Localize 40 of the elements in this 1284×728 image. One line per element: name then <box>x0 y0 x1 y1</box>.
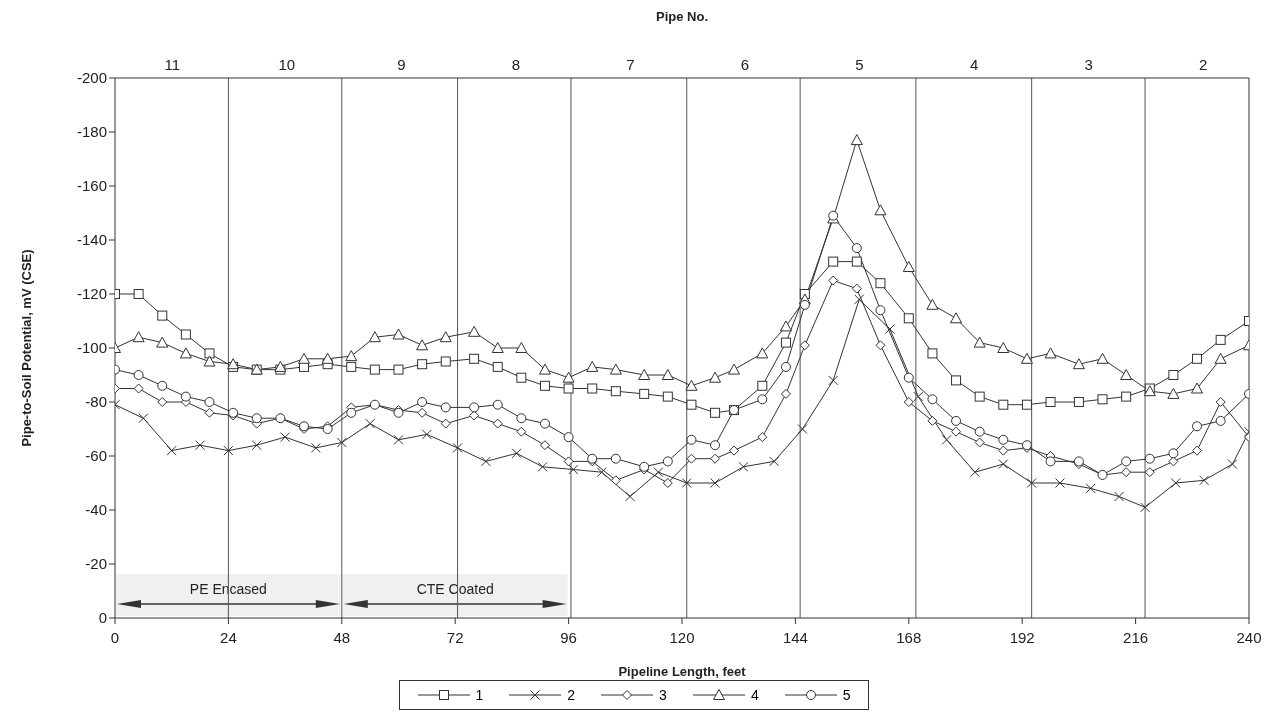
x2-tick-label: 6 <box>740 56 750 73</box>
y-tick-label: -100 <box>76 339 107 357</box>
y-tick-label: -180 <box>76 123 107 141</box>
y-tick-label: -40 <box>85 501 107 519</box>
x2-tick-label: 2 <box>1199 56 1208 73</box>
x2-tick-label: 10 <box>278 56 296 73</box>
y-tick-label: -120 <box>76 285 107 303</box>
x-axis-title: Pipeline Length, feet <box>618 664 747 679</box>
x-tick-label: 168 <box>896 628 922 646</box>
legend-label: 1 <box>475 687 484 703</box>
x-tick-label: 0 <box>110 628 120 646</box>
x-tick-label: 72 <box>446 628 464 646</box>
x-tick-label: 240 <box>1236 628 1262 646</box>
legend-label: 4 <box>750 687 759 703</box>
y-tick-label: -80 <box>85 393 107 411</box>
x-tick-label: 120 <box>669 628 695 646</box>
x2-tick-label: 4 <box>969 56 979 73</box>
y-tick-label: -200 <box>76 69 107 87</box>
y-tick-label: 0 <box>98 609 107 627</box>
y-tick-label: -20 <box>85 555 107 573</box>
y-tick-label: -60 <box>85 447 107 465</box>
x-tick-label: 48 <box>333 628 351 646</box>
x-tick-label: 216 <box>1123 628 1149 646</box>
legend-label: 3 <box>659 687 667 703</box>
y-axis-title: Pipe-to-Soil Potential, mV (CSE) <box>18 249 34 447</box>
x2-axis-title: Pipe No. <box>655 9 709 25</box>
x2-tick-label: 3 <box>1084 56 1093 73</box>
x2-tick-label: 7 <box>626 56 635 73</box>
x2-tick-label: 5 <box>855 56 864 73</box>
legend-label: 2 <box>567 687 576 703</box>
legend-label: 5 <box>842 687 851 703</box>
x-tick-label: 96 <box>560 628 577 646</box>
x2-tick-label: 8 <box>511 56 521 73</box>
x2-tick-label: 9 <box>397 56 406 73</box>
x-tick-label: 192 <box>1009 628 1035 646</box>
x-tick-label: 144 <box>782 628 808 646</box>
x2-tick-label: 11 <box>164 56 181 73</box>
y-tick-label: -160 <box>76 177 107 195</box>
x-tick-label: 24 <box>220 628 237 646</box>
y-tick-label: -140 <box>76 231 107 249</box>
